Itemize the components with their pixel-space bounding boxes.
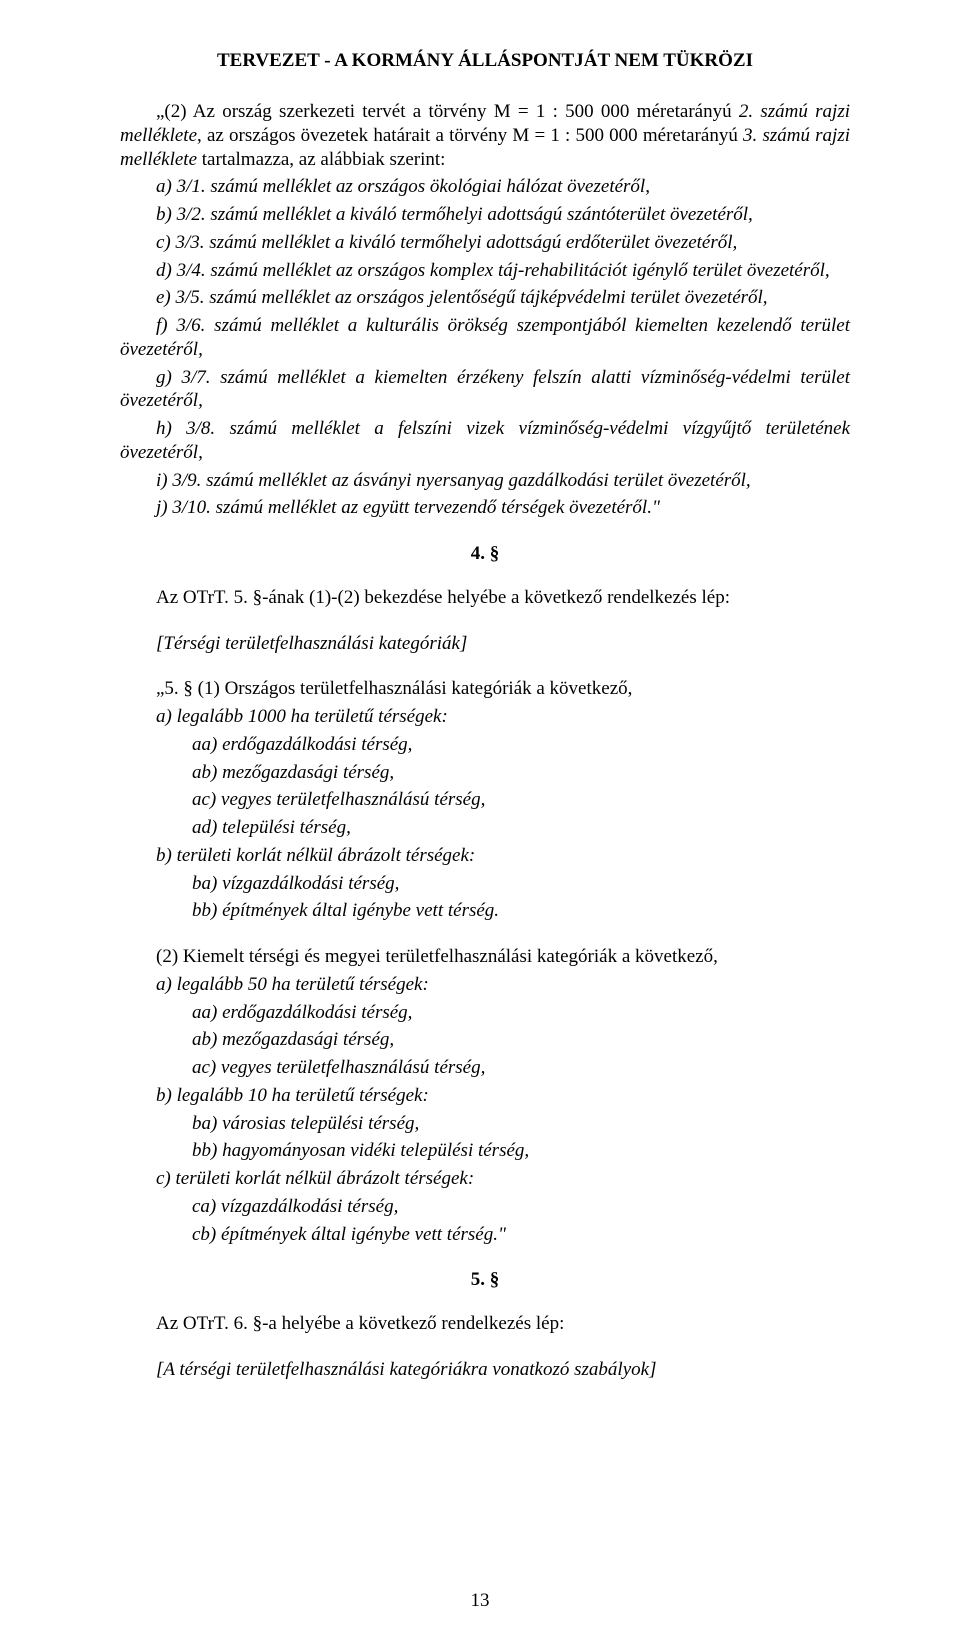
- section-5-bracket: [A térségi területfelhasználási kategóri…: [120, 1358, 850, 1382]
- list-subitem: ba) városias települési térség,: [192, 1112, 850, 1136]
- list-subitem: bb) hagyományosan vidéki települési térs…: [192, 1139, 850, 1163]
- section-4-heading: 4. §: [120, 542, 850, 566]
- list-item-b2: b) legalább 10 ha területű térségek:: [156, 1084, 850, 1108]
- list-item-g: g) 3/7. számú melléklet a kiemelten érzé…: [120, 366, 850, 414]
- list-item: e) 3/5. számú melléklet az országos jele…: [156, 286, 850, 310]
- section-4-p5: „5. § (1) Országos területfelhasználási …: [120, 677, 850, 701]
- page-number: 13: [0, 1590, 960, 1612]
- list-item: b) 3/2. számú melléklet a kiváló termőhe…: [156, 203, 850, 227]
- list-item: a) 3/1. számú melléklet az országos ökol…: [156, 175, 850, 199]
- document-body: „(2) Az ország szerkezeti tervét a törvé…: [120, 100, 850, 1382]
- section-4-p2: (2) Kiemelt térségi és megyei területfel…: [120, 945, 850, 969]
- list-item: c) 3/3. számú melléklet a kiváló termőhe…: [156, 231, 850, 255]
- list-subitem: aa) erdőgazdálkodási térség,: [192, 1001, 850, 1025]
- list-item-a: a) legalább 1000 ha területű térségek:: [156, 705, 850, 729]
- section-4-line1: Az OTrT. 5. §-ának (1)-(2) bekezdése hel…: [120, 586, 850, 610]
- list-subitem: ca) vízgazdálkodási térség,: [192, 1195, 850, 1219]
- list-subitem: ac) vegyes területfelhasználású térség,: [192, 788, 850, 812]
- list-item-f: f) 3/6. számú melléklet a kulturális örö…: [120, 314, 850, 362]
- list-item-b: b) területi korlát nélkül ábrázolt térsé…: [156, 844, 850, 868]
- text: , az országos övezetek határait a törvén…: [197, 125, 743, 146]
- list-subitem: ab) mezőgazdasági térség,: [192, 761, 850, 785]
- section-4-bracket: [Térségi területfelhasználási kategóriák…: [120, 632, 850, 656]
- list-item-a2: a) legalább 50 ha területű térségek:: [156, 973, 850, 997]
- list-item-h: h) 3/8. számú melléklet a felszíni vizek…: [120, 417, 850, 465]
- list-subitem: ab) mezőgazdasági térség,: [192, 1028, 850, 1052]
- section-5-heading: 5. §: [120, 1268, 850, 1292]
- list-item-j: j) 3/10. számú melléklet az együtt terve…: [156, 496, 850, 520]
- list-item: d) 3/4. számú melléklet az országos komp…: [156, 259, 850, 283]
- page-header: TERVEZET - A KORMÁNY ÁLLÁSPONTJÁT NEM TÜ…: [120, 50, 850, 72]
- document-page: TERVEZET - A KORMÁNY ÁLLÁSPONTJÁT NEM TÜ…: [0, 0, 960, 1642]
- section-5-line1: Az OTrT. 6. §-a helyébe a következő rend…: [120, 1312, 850, 1336]
- list-item-c2: c) területi korlát nélkül ábrázolt térsé…: [156, 1167, 850, 1191]
- list-subitem: ac) vegyes területfelhasználású térség,: [192, 1056, 850, 1080]
- text: tartalmazza, az alábbiak szerint:: [197, 149, 445, 170]
- list-subitem: cb) építmények által igénybe vett térség…: [192, 1223, 850, 1247]
- paragraph-2-intro: „(2) Az ország szerkezeti tervét a törvé…: [120, 100, 850, 171]
- list-subitem: ba) vízgazdálkodási térség,: [192, 872, 850, 896]
- list-subitem: ad) települési térség,: [192, 816, 850, 840]
- text: „(2) Az ország szerkezeti tervét a törvé…: [156, 101, 739, 122]
- list-subitem: bb) építmények által igénybe vett térség…: [192, 899, 850, 923]
- list-item-i: i) 3/9. számú melléklet az ásványi nyers…: [156, 469, 850, 493]
- list-subitem: aa) erdőgazdálkodási térség,: [192, 733, 850, 757]
